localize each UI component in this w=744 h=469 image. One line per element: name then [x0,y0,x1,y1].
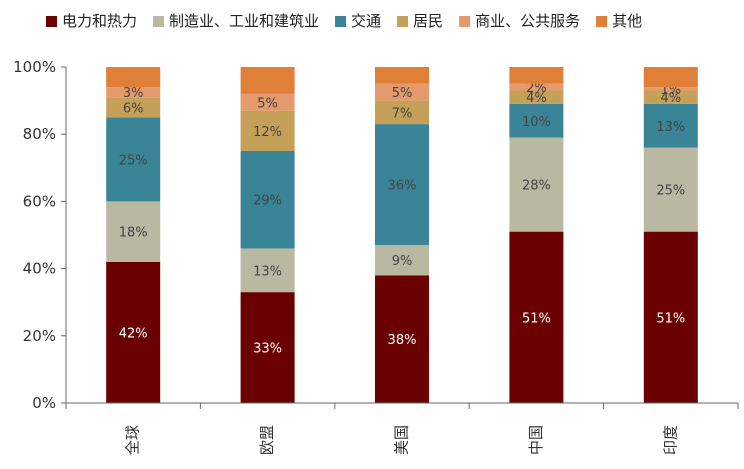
legend-label-0: 电力和热力 [62,12,137,30]
bar-segment-4-2 [643,103,698,148]
bar-segment-2-3 [375,100,429,125]
x-tick-label-0: 全球 [124,425,142,455]
bar-segment-1-1 [240,248,295,293]
bar-segment-1-3 [240,110,295,151]
data-label-0-3: 6% [123,101,144,116]
legend: 电力和热力 制造业、工业和建筑业 交通 居民 商业、公共服务 其他 [46,12,642,30]
bar-segment-3-1 [509,137,564,232]
x-tick-label-2: 美国 [393,425,411,455]
data-label-4-2: 13% [656,120,685,135]
legend-label-3: 居民 [413,12,443,30]
bar-segment-4-1 [643,147,698,232]
legend-swatch-5 [596,16,608,27]
x-tick-label-1: 欧盟 [258,425,276,455]
bar-segment-1-5 [240,67,295,94]
data-label-1-4: 5% [257,96,278,111]
data-label-1-3: 12% [253,125,282,140]
data-label-2-2: 36% [388,179,417,194]
data-label-2-3: 7% [392,106,413,121]
data-label-4-0: 51% [656,311,685,326]
data-label-1-2: 29% [253,194,282,209]
data-label-3-4: 2% [526,81,547,96]
legend-label-4: 商业、公共服务 [475,12,580,30]
data-label-0-4: 3% [123,86,144,101]
bars: 42% 18% 25% 6%3% 33% 13% 29% 12% 5% 38% 9% 36% 7% 5% 5… [106,67,698,403]
data-label-3-2: 10% [522,115,551,130]
data-label-2-0: 38% [388,333,417,348]
legend-label-5: 其他 [612,12,642,30]
bar-segment-4-0 [643,231,698,403]
x-tick-label-4: 印度 [661,425,679,455]
data-label-0-0: 42% [119,326,148,341]
bar-segment-4-4 [643,87,698,91]
data-label-3-1: 28% [522,179,551,194]
bar-segment-0-0 [106,261,161,403]
bar-segment-3-4 [509,83,564,91]
y-tick-label-5: 100% [13,58,56,76]
data-label-0-1: 18% [119,226,148,241]
bar-segment-1-0 [240,292,295,403]
bar-segment-0-3 [106,97,161,118]
y-tick-label-1: 20% [23,327,56,345]
data-label-0-2: 25% [119,153,148,168]
data-label-1-1: 13% [253,264,282,279]
bar-segment-3-3 [509,90,564,104]
y-axis: 0% 20% 40% 60% 80% 100% [13,58,67,412]
data-label-4-1: 25% [656,184,685,199]
data-label-3-0: 51% [522,311,551,326]
bar-segment-2-5 [375,67,429,84]
y-tick-label-3: 60% [23,192,56,210]
bar-segment-2-2 [375,124,429,246]
bar-segment-0-2 [106,117,161,202]
bar-segment-0-4 [106,87,161,98]
y-tick-label-0: 0% [32,394,56,412]
bar-segment-2-0 [375,275,429,403]
legend-swatch-0 [46,16,57,27]
bar-segment-0-5 [106,67,161,88]
bar-segment-4-3 [643,90,698,104]
bar-segment-1-4 [240,93,295,111]
x-tick-label-3: 中国 [527,425,545,455]
legend-swatch-3 [397,16,409,27]
data-label-4-3: 4% [660,91,681,106]
bar-segment-3-0 [509,231,564,403]
y-tick-label-2: 40% [23,260,56,278]
data-label-3-3: 4% [526,91,547,106]
bar-segment-4-5 [643,67,698,88]
legend-label-2: 交通 [351,12,381,30]
legend-label-1: 制造业、工业和建筑业 [169,12,319,30]
legend-swatch-4 [459,16,471,27]
bar-segment-2-4 [375,83,429,101]
bar-segment-3-5 [509,67,564,84]
data-label-1-0: 33% [253,342,282,357]
bar-segment-0-1 [106,201,161,262]
data-label-2-4: 5% [392,86,413,101]
bar-segment-2-1 [375,245,429,276]
data-label-2-1: 9% [392,254,413,269]
legend-swatch-2 [335,16,347,27]
bar-segment-1-2 [240,151,295,249]
legend-swatch-1 [153,16,165,27]
y-tick-label-4: 80% [23,125,56,143]
x-axis: 全球 欧盟 美国 中国 印度 [65,402,739,455]
bar-segment-3-2 [509,103,564,138]
